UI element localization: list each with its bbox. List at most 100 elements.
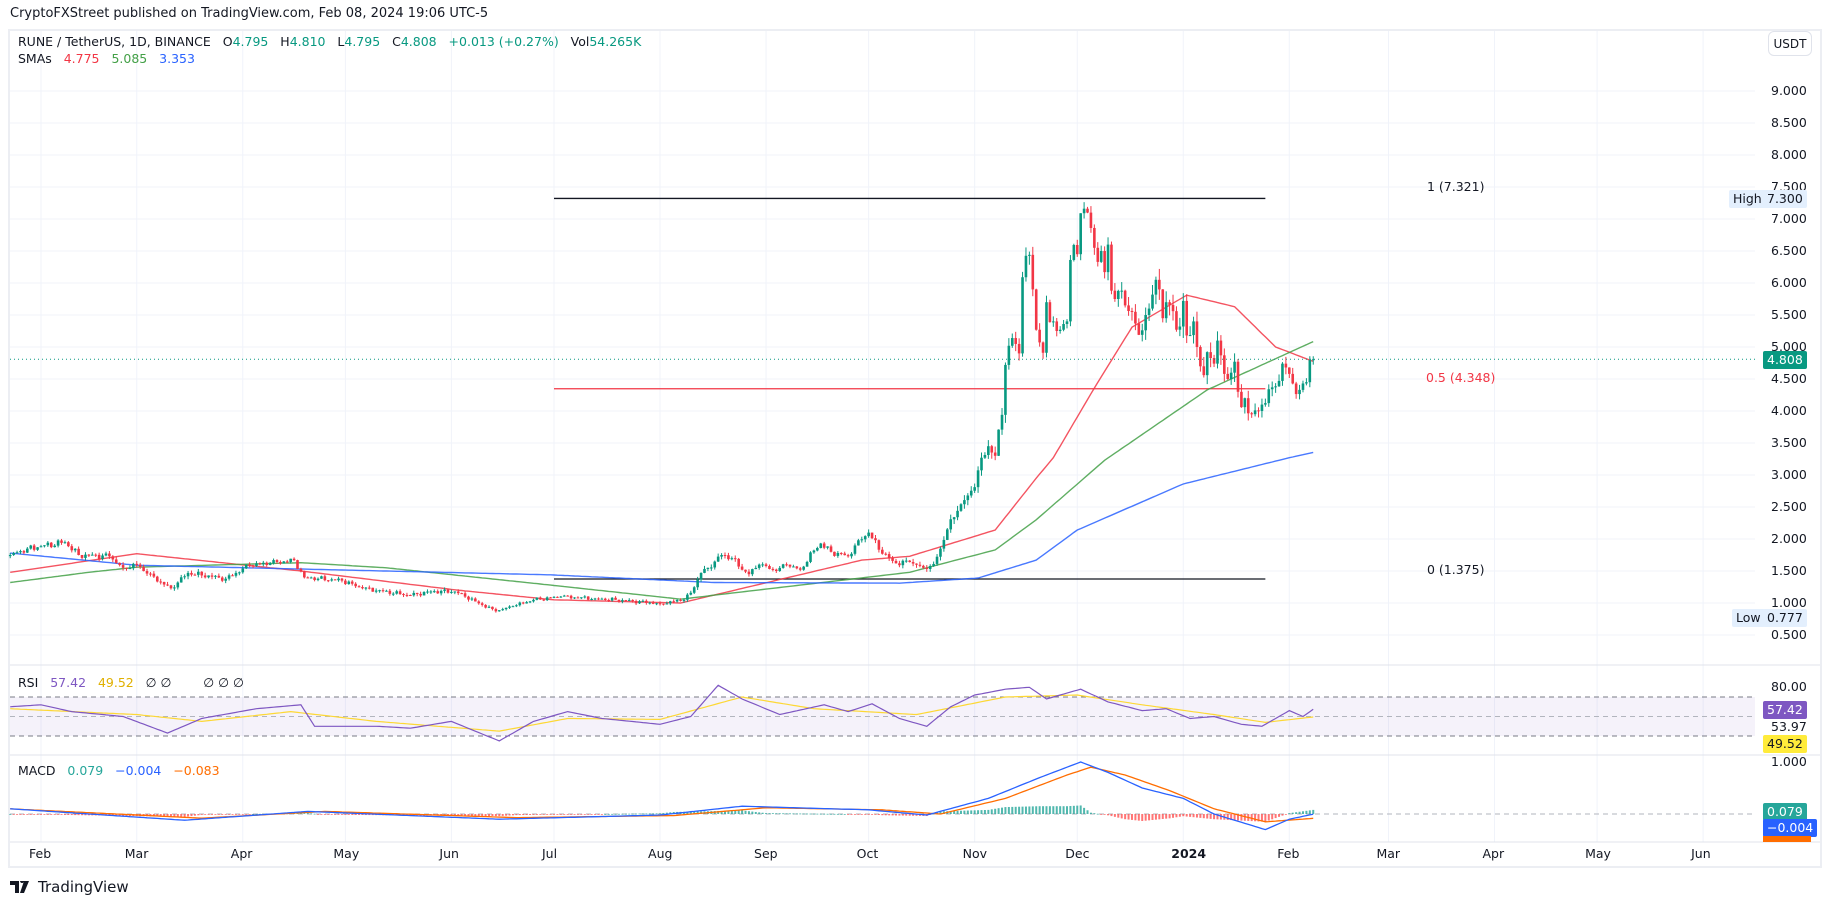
candle bbox=[631, 599, 634, 603]
macd-histogram-bar bbox=[248, 814, 251, 815]
candle-body bbox=[710, 567, 713, 569]
candle-body bbox=[251, 565, 255, 567]
candle bbox=[1298, 384, 1301, 400]
candle-body bbox=[104, 553, 108, 556]
candle bbox=[983, 452, 987, 459]
candle-body bbox=[1281, 363, 1284, 381]
candle-body bbox=[1123, 290, 1127, 306]
candle bbox=[474, 597, 477, 602]
macd-histogram-bar bbox=[494, 814, 497, 817]
rsi-label[interactable]: RSI bbox=[18, 675, 39, 690]
macd-histogram-bar bbox=[956, 810, 959, 814]
candle-body bbox=[898, 563, 901, 566]
candle-body bbox=[439, 590, 443, 594]
candle-body bbox=[597, 598, 600, 600]
macd-histogram-bar bbox=[823, 813, 826, 815]
macd-histogram-bar bbox=[765, 813, 768, 814]
candle bbox=[15, 550, 19, 554]
macd-histogram-bar bbox=[501, 814, 504, 816]
macd-histogram-bar bbox=[717, 810, 720, 814]
candle-body bbox=[166, 584, 169, 586]
macd-histogram-bar bbox=[1137, 814, 1140, 821]
macd-histogram-bar bbox=[587, 814, 590, 815]
candle-body bbox=[922, 565, 925, 568]
candle bbox=[1277, 374, 1281, 387]
macd-histogram-bar bbox=[207, 814, 210, 815]
tradingview-logo[interactable]: TradingView bbox=[10, 878, 129, 896]
candle bbox=[963, 495, 966, 509]
candle bbox=[624, 599, 628, 602]
candle-body bbox=[867, 532, 870, 537]
time-tick-label: Apr bbox=[1482, 846, 1505, 861]
candle-body bbox=[839, 552, 843, 554]
candle-body bbox=[450, 591, 453, 593]
macd-histogram-bar bbox=[648, 813, 651, 815]
candle-body bbox=[337, 578, 340, 581]
macd-histogram-bar bbox=[871, 814, 874, 815]
candle bbox=[1082, 202, 1086, 219]
macd-histogram-bar bbox=[802, 813, 805, 815]
low-marker-value: 0.777 bbox=[1763, 609, 1807, 627]
candle bbox=[980, 452, 983, 476]
candle bbox=[1236, 359, 1240, 398]
macd-histogram-bar bbox=[1110, 814, 1113, 817]
macd-histogram-bar bbox=[628, 813, 631, 815]
candle-body bbox=[716, 556, 720, 562]
macd-label[interactable]: MACD bbox=[18, 763, 56, 778]
candle bbox=[532, 598, 535, 603]
macd-histogram-bar bbox=[973, 810, 976, 814]
candle-body bbox=[874, 538, 877, 541]
currency-button[interactable]: USDT bbox=[1768, 31, 1812, 56]
candle bbox=[248, 562, 251, 568]
candle bbox=[1253, 403, 1257, 417]
change-value: +0.013 (+0.27%) bbox=[448, 34, 559, 49]
macd-histogram-bar bbox=[785, 813, 788, 815]
macd-histogram-bar bbox=[812, 813, 815, 815]
macd-histogram-bar bbox=[176, 814, 179, 817]
candle-body bbox=[1000, 414, 1004, 430]
candle-body bbox=[460, 593, 463, 595]
candle-body bbox=[299, 568, 303, 572]
candle bbox=[1270, 381, 1274, 397]
candle bbox=[333, 579, 337, 581]
candle-body bbox=[870, 532, 874, 539]
candle bbox=[904, 557, 908, 563]
candle bbox=[658, 601, 662, 606]
macd-histogram-bar bbox=[118, 814, 121, 816]
macd-histogram-bar bbox=[1066, 806, 1068, 814]
macd-histogram-bar bbox=[580, 814, 583, 815]
candle-body bbox=[132, 563, 135, 569]
candle-body bbox=[1072, 244, 1076, 260]
macd-histogram-bar bbox=[306, 813, 309, 814]
candle bbox=[1178, 317, 1182, 337]
candle bbox=[108, 551, 111, 559]
candle bbox=[227, 573, 231, 581]
candle-body bbox=[354, 583, 357, 587]
candle bbox=[142, 564, 145, 572]
rsi-axis-tick: 80.00 bbox=[1771, 679, 1807, 694]
macd-histogram-bar bbox=[1226, 814, 1229, 820]
macd-histogram-bar bbox=[460, 814, 463, 816]
candle bbox=[809, 551, 812, 564]
candle bbox=[299, 567, 303, 573]
macd-histogram-bar bbox=[980, 810, 983, 814]
candle-body bbox=[1188, 335, 1192, 337]
candle-body bbox=[1243, 398, 1247, 408]
candle bbox=[521, 601, 525, 605]
candle bbox=[296, 559, 299, 570]
candle bbox=[1308, 356, 1312, 388]
candle-body bbox=[8, 555, 12, 557]
candle-body bbox=[956, 510, 959, 518]
candle-body bbox=[176, 582, 180, 588]
candle-body bbox=[333, 579, 337, 581]
candle-body bbox=[443, 589, 446, 591]
macd-histogram-bar bbox=[836, 813, 839, 815]
candle bbox=[1181, 293, 1185, 338]
candles bbox=[8, 202, 1315, 613]
macd-histogram-bar bbox=[539, 814, 542, 815]
symbol-title[interactable]: RUNE / TetherUS, 1D, BINANCE bbox=[18, 34, 211, 49]
sma-label[interactable]: SMAs bbox=[18, 51, 52, 66]
candle-body bbox=[805, 561, 809, 567]
candle-body bbox=[19, 551, 22, 553]
